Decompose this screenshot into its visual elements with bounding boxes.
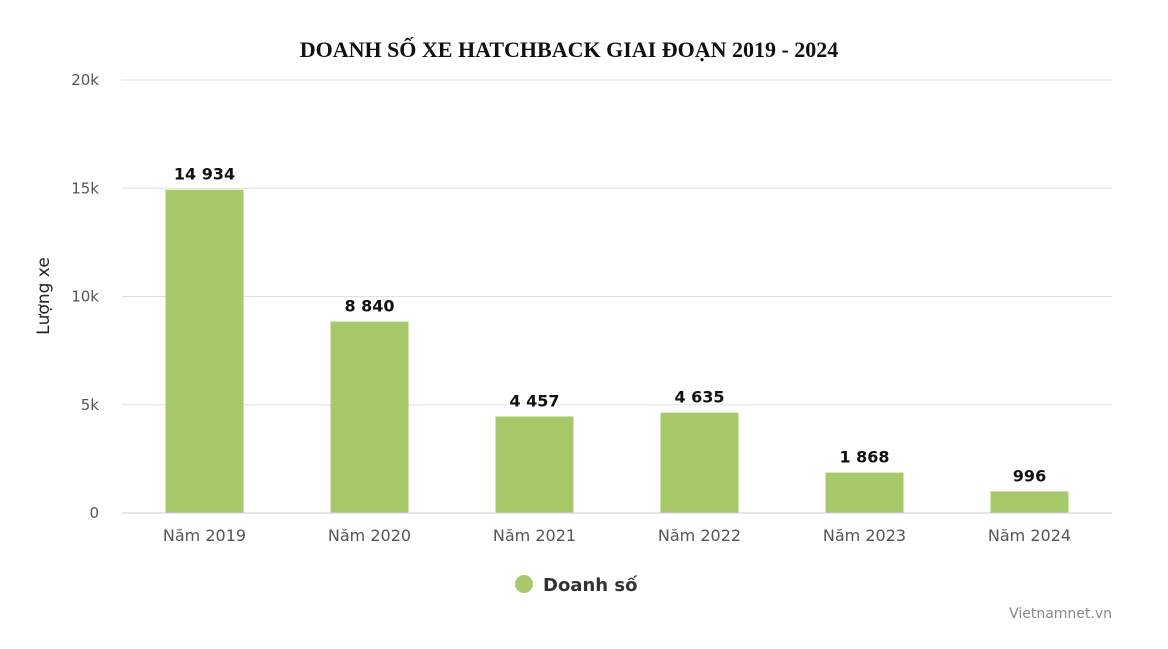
x-category-label: Năm 2024 [988, 526, 1071, 545]
x-category-label: Năm 2020 [328, 526, 411, 545]
bar[interactable] [660, 412, 739, 513]
x-category-label: Năm 2019 [163, 526, 246, 545]
data-label: 996 [1013, 466, 1046, 485]
x-axis-categories: Năm 2019 Năm 2020 Năm 2021 Năm 2022 Năm 2023… [163, 526, 1071, 545]
gridlines [122, 79, 1112, 406]
legend-label: Doanh số [543, 575, 638, 596]
legend[interactable]: Doanh số [515, 575, 638, 596]
data-labels: 14 934 8 840 4 457 4 635 1 868 996 [172, 163, 1048, 488]
x-category-label: Năm 2023 [823, 526, 906, 545]
data-label: 4 457 [509, 392, 559, 411]
y-tick-label: 15k [71, 179, 99, 197]
bars [165, 189, 1069, 513]
y-tick-label: 20k [71, 71, 99, 89]
x-category-label: Năm 2021 [493, 526, 576, 545]
bar[interactable] [330, 321, 409, 513]
y-axis-label: Lượng xe [34, 257, 54, 335]
chart-title: DOANH SỐ XE HATCHBACK GIAI ĐOẠN 2019 - 2… [300, 37, 839, 62]
source-credit: Vietnamnet.vn [1009, 606, 1112, 622]
bar[interactable] [990, 491, 1069, 513]
data-label: 14 934 [174, 165, 235, 184]
bar[interactable] [165, 189, 244, 513]
data-label: 8 840 [344, 297, 394, 316]
y-tick-label: 10k [71, 288, 99, 306]
y-tick-label: 0 [89, 504, 99, 522]
y-axis-ticks: 0 5k 10k 15k 20k [71, 71, 99, 522]
bar[interactable] [825, 472, 904, 513]
data-label: 1 868 [839, 448, 889, 467]
y-tick-label: 5k [81, 396, 100, 414]
bar[interactable] [495, 416, 574, 513]
x-category-label: Năm 2022 [658, 526, 741, 545]
legend-swatch [515, 575, 533, 593]
data-label: 4 635 [674, 388, 724, 407]
